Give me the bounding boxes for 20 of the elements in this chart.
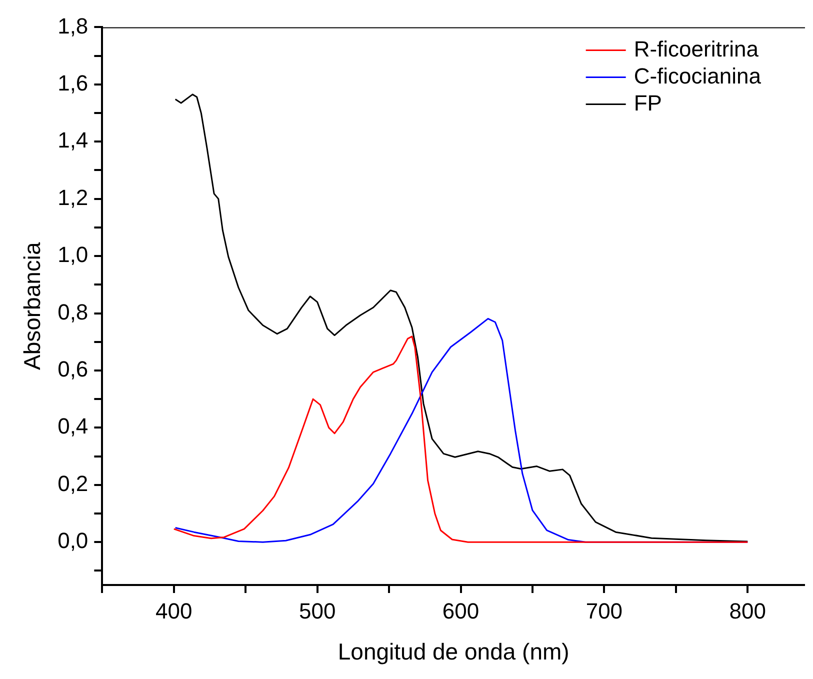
x-tick-label: 800 (729, 598, 766, 624)
legend-label: R-ficoeritrina (634, 36, 760, 62)
y-tick-label: 1,0 (58, 242, 88, 268)
y-tick-label: 1,4 (58, 128, 88, 153)
x-tick-label: 500 (298, 598, 336, 624)
y-tick-label: 1,2 (58, 184, 88, 210)
x-axis-title: Longitud de onda (nm) (338, 638, 570, 665)
legend-label: C-ficocianina (634, 63, 762, 88)
y-tick-label: 0,4 (58, 414, 88, 439)
y-tick-label: 1,8 (58, 13, 88, 38)
y-tick-label: 0,0 (58, 528, 88, 554)
x-tick-label: 600 (442, 598, 480, 624)
y-tick-label: 1,6 (58, 70, 88, 96)
y-tick-label: 0,6 (58, 356, 88, 382)
y-tick-label: 0,8 (58, 299, 88, 324)
y-tick-label: 0,2 (58, 470, 88, 496)
legend-label: FP (634, 90, 662, 116)
y-axis-title: Absorbancia (19, 242, 46, 370)
x-tick-label: 700 (586, 598, 623, 624)
x-tick-label: 400 (156, 598, 192, 624)
